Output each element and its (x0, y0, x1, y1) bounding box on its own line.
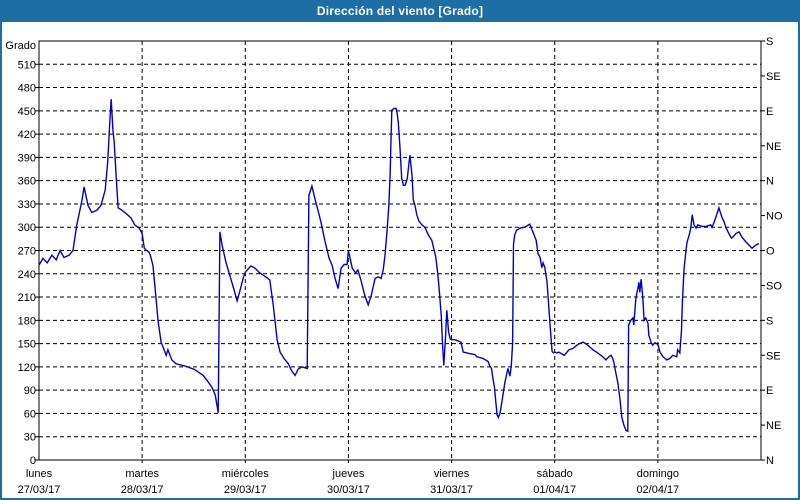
title-bar: Dirección del viento [Grado] (0, 0, 800, 22)
y-axis-tick-label: 90 (24, 385, 36, 397)
day-name-label: viernes (434, 468, 470, 480)
compass-tick-label: SO (766, 280, 782, 292)
y-axis-tick-label: 300 (18, 222, 36, 234)
day-date-label: 27/03/17 (18, 484, 61, 496)
compass-tick-label: SE (766, 71, 781, 83)
day-name-label: domingo (637, 468, 679, 480)
compass-tick-label: E (766, 106, 773, 118)
compass-tick-label: SE (766, 350, 781, 362)
day-date-label: 31/03/17 (430, 484, 473, 496)
y-axis-tick-label: 30 (24, 432, 36, 444)
y-axis-tick-label: 120 (18, 362, 36, 374)
compass-tick-label: NE (766, 420, 781, 432)
day-name-label: jueves (332, 468, 365, 480)
y-axis-tick-label: 240 (18, 269, 36, 281)
day-date-label: 28/03/17 (121, 484, 164, 496)
wind-direction-line (38, 99, 760, 433)
compass-tick-label: N (766, 455, 774, 467)
y-axis-tick-label: 150 (18, 339, 36, 351)
y-axis-tick-label: 360 (18, 176, 36, 188)
chart-title: Dirección del viento [Grado] (316, 4, 484, 18)
day-date-label: 30/03/17 (327, 484, 370, 496)
y-axis-tick-label: 420 (18, 129, 36, 141)
compass-tick-label: S (766, 36, 773, 48)
day-name-label: sábado (537, 468, 573, 480)
day-name-label: miércoles (222, 468, 270, 480)
y-axis-tick-label: 270 (18, 246, 36, 258)
compass-tick-label: O (766, 246, 775, 258)
y-axis-tick-label: 450 (18, 106, 36, 118)
y-axis-title: Grado (5, 40, 36, 52)
y-axis-tick-label: 330 (18, 199, 36, 211)
day-date-label: 29/03/17 (224, 484, 267, 496)
compass-tick-label: NO (766, 211, 783, 223)
compass-tick-label: S (766, 315, 773, 327)
compass-tick-label: N (766, 176, 774, 188)
y-axis-tick-label: 180 (18, 315, 36, 327)
compass-tick-label: E (766, 385, 773, 397)
day-date-label: 02/04/17 (636, 484, 679, 496)
day-name-label: lunes (26, 468, 53, 480)
day-name-label: martes (125, 468, 159, 480)
y-axis-tick-label: 390 (18, 152, 36, 164)
y-axis-tick-label: 60 (24, 408, 36, 420)
y-axis-tick-label: 0 (30, 455, 36, 467)
y-axis-tick-label: 510 (18, 59, 36, 71)
day-date-label: 01/04/17 (533, 484, 576, 496)
y-axis-tick-label: 480 (18, 83, 36, 95)
y-axis-tick-label: 210 (18, 292, 36, 304)
compass-tick-label: NE (766, 141, 781, 153)
